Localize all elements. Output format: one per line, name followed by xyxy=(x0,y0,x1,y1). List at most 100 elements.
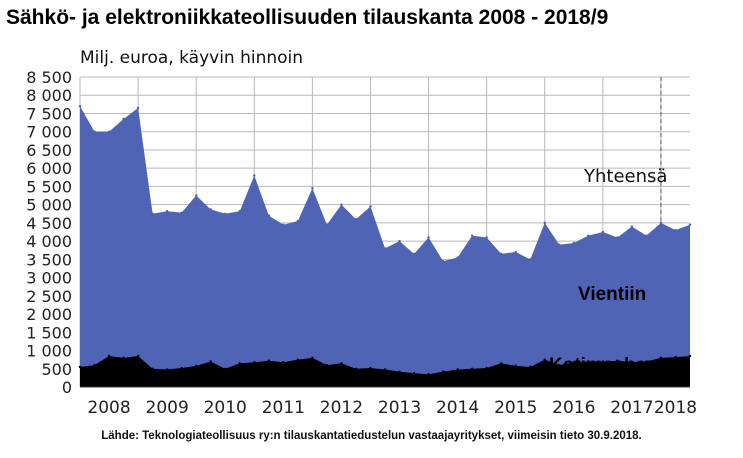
annotation-yhteensa: Yhteensä xyxy=(583,166,667,187)
point-yhteensa xyxy=(354,218,358,221)
point-kotimaahan xyxy=(340,362,343,365)
point-kotimaahan xyxy=(601,360,605,363)
point-kotimaahan xyxy=(238,362,241,365)
point-kotimaahan xyxy=(398,370,401,373)
point-kotimaahan xyxy=(529,365,532,369)
point-kotimaahan xyxy=(485,366,488,370)
point-yhteensa xyxy=(587,234,590,237)
point-kotimaahan xyxy=(499,362,503,365)
point-yhteensa xyxy=(325,223,329,226)
x-tick-label: 2011 xyxy=(262,398,305,418)
point-yhteensa xyxy=(398,239,401,243)
point-yhteensa xyxy=(499,252,503,256)
point-yhteensa xyxy=(122,117,125,121)
point-kotimaahan xyxy=(688,354,692,358)
point-yhteensa xyxy=(601,230,605,234)
point-kotimaahan xyxy=(587,360,590,363)
point-kotimaahan xyxy=(107,354,111,358)
point-kotimaahan xyxy=(122,356,125,360)
point-yhteensa xyxy=(558,243,561,246)
x-tick-label: 2008 xyxy=(87,398,130,418)
y-tick-label: 4 500 xyxy=(26,214,72,233)
point-kotimaahan xyxy=(224,367,227,370)
point-kotimaahan xyxy=(412,371,416,375)
point-kotimaahan xyxy=(616,359,619,362)
x-tick-label: 2014 xyxy=(436,398,479,418)
point-yhteensa xyxy=(485,236,488,239)
point-yhteensa xyxy=(340,203,343,206)
point-kotimaahan xyxy=(427,373,430,376)
point-kotimaahan xyxy=(165,368,169,371)
point-kotimaahan xyxy=(296,358,300,361)
point-kotimaahan xyxy=(456,368,459,371)
y-tick-label: 3 500 xyxy=(26,250,72,269)
point-kotimaahan xyxy=(253,361,256,364)
point-yhteensa xyxy=(267,214,271,217)
y-tick-label: 6 000 xyxy=(26,159,72,178)
point-yhteensa xyxy=(296,219,300,223)
point-yhteensa xyxy=(674,228,677,232)
point-kotimaahan xyxy=(194,364,198,368)
point-yhteensa xyxy=(688,223,692,226)
point-kotimaahan xyxy=(514,364,517,368)
point-yhteensa xyxy=(543,221,546,225)
y-tick-label: 8 000 xyxy=(26,86,72,105)
y-tick-label: 1 000 xyxy=(26,342,72,361)
y-tick-label: 1 500 xyxy=(26,323,72,342)
point-yhteensa xyxy=(369,205,372,208)
x-tick-label: 2016 xyxy=(552,398,595,418)
point-yhteensa xyxy=(180,211,183,214)
y-tick-label: 0 xyxy=(62,378,72,397)
point-yhteensa xyxy=(78,104,82,108)
y-tick-label: 5 000 xyxy=(26,196,72,215)
point-yhteensa xyxy=(470,234,474,237)
point-yhteensa xyxy=(253,174,256,177)
point-yhteensa xyxy=(311,187,314,190)
point-kotimaahan xyxy=(209,360,212,363)
point-kotimaahan xyxy=(267,359,271,362)
point-kotimaahan xyxy=(558,363,561,367)
area-vientiin xyxy=(80,106,690,388)
y-tick-label: 6 500 xyxy=(26,141,72,160)
annotation-vientiin: Vientiin xyxy=(578,284,646,305)
point-yhteensa xyxy=(224,212,227,215)
point-yhteensa xyxy=(93,130,96,133)
point-yhteensa xyxy=(238,210,241,213)
point-kotimaahan xyxy=(470,367,474,370)
point-yhteensa xyxy=(572,241,576,245)
y-tick-label: 500 xyxy=(41,360,72,379)
x-tick-label: 2009 xyxy=(146,398,189,418)
x-tick-label: 2017 xyxy=(610,398,653,418)
y-tick-label: 2 500 xyxy=(26,287,72,306)
point-yhteensa xyxy=(165,210,169,213)
point-yhteensa xyxy=(412,252,416,256)
point-yhteensa xyxy=(645,234,648,237)
y-tick-label: 4 000 xyxy=(26,232,72,251)
point-yhteensa xyxy=(529,258,532,261)
point-yhteensa xyxy=(616,236,619,239)
point-yhteensa xyxy=(659,221,663,225)
area-kotimaahan xyxy=(80,356,690,387)
point-kotimaahan xyxy=(369,366,372,370)
x-tick-label: 2015 xyxy=(494,398,537,418)
source-note: Lähde: Teknologiateollisuus ry:n tilausk… xyxy=(101,430,642,442)
point-kotimaahan xyxy=(630,361,634,364)
x-tick-label: 2018 xyxy=(654,398,697,418)
y-tick-label: 7 000 xyxy=(26,123,72,142)
x-tick-label: 2012 xyxy=(320,398,363,418)
point-kotimaahan xyxy=(93,363,96,367)
point-kotimaahan xyxy=(311,356,314,360)
point-kotimaahan xyxy=(674,355,677,359)
point-yhteensa xyxy=(209,208,212,211)
point-kotimaahan xyxy=(325,363,329,367)
point-yhteensa xyxy=(456,256,459,259)
y-tick-label: 7 500 xyxy=(26,104,72,123)
y-tick-label: 8 500 xyxy=(26,68,72,87)
data-points xyxy=(78,104,692,376)
point-kotimaahan xyxy=(282,361,285,364)
point-yhteensa xyxy=(514,250,517,254)
point-kotimaahan xyxy=(572,361,576,364)
point-yhteensa xyxy=(194,194,198,197)
point-kotimaahan xyxy=(543,358,546,361)
point-yhteensa xyxy=(107,130,111,133)
